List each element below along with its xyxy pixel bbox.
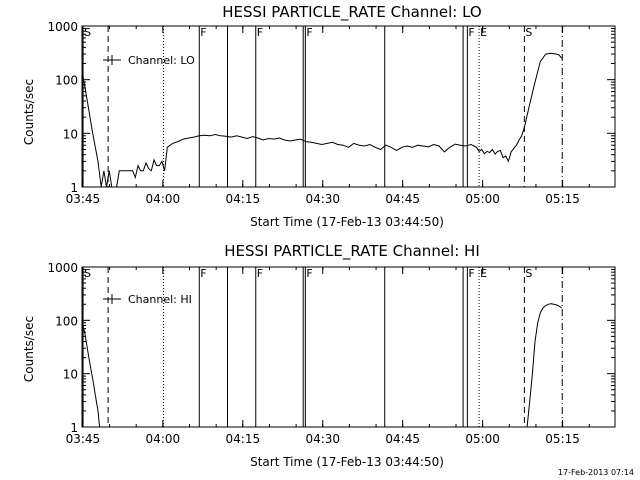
hi-data-series [81, 303, 562, 428]
lo-event-marker-label-7: F [306, 26, 312, 39]
hi-legend: Channel: HI [103, 293, 192, 306]
lo-x-tick-label-3: 04:30 [305, 192, 340, 206]
hi-event-marker-label-3: F [200, 267, 206, 280]
lo-y-tick-label-3: 1000 [47, 20, 78, 34]
lo-channel-panel: HESSI PARTICLE_RATE Channel: LO Start Ti… [22, 3, 616, 229]
lo-data-series [81, 52, 563, 188]
hi-event-marker-label-12: S [525, 267, 532, 280]
lo-series-line-0 [81, 52, 563, 188]
lo-legend-label: Channel: LO [128, 54, 195, 67]
hi-x-tick-label-3: 04:30 [305, 432, 340, 446]
lo-event-marker-label-10: F [468, 26, 474, 39]
hi-event-marker-label-7: F [306, 267, 312, 280]
hi-y-tick-label-0: 1 [70, 421, 78, 435]
lo-y-tick-label-0: 1 [70, 181, 78, 195]
hi-chart-title: HESSI PARTICLE_RATE Channel: HI [224, 242, 480, 261]
lo-x-tick-label-5: 05:00 [465, 192, 500, 206]
lo-axis-ticks: 03:45 04:00 04:15 04:30 04:45 05:00 05:15 1 10 10… [47, 20, 615, 206]
hi-x-tick-label-1: 04:00 [146, 432, 181, 446]
hi-event-marker-label-0: S [84, 267, 91, 280]
hi-x-tick-label-4: 04:45 [385, 432, 420, 446]
lo-x-tick-label-4: 04:45 [385, 192, 420, 206]
hi-series-line-0 [81, 303, 562, 428]
lo-event-marker-label-3: F [200, 26, 206, 39]
hi-event-marker-label-5: F [257, 267, 263, 280]
hi-channel-panel: HESSI PARTICLE_RATE Channel: HI Start Ti… [22, 242, 616, 469]
lo-chart-title: HESSI PARTICLE_RATE Channel: LO [222, 3, 481, 22]
hi-axis-ticks: 03:45 04:00 04:15 04:30 04:45 05:00 05:15 1 10 10… [47, 261, 615, 446]
lo-x-tick-label-0: 03:45 [66, 192, 101, 206]
hi-x-tick-label-5: 05:00 [465, 432, 500, 446]
lo-event-marker-label-5: F [257, 26, 263, 39]
hi-event-marker-label-11: E [480, 267, 487, 280]
hi-legend-label: Channel: HI [128, 293, 192, 306]
lo-x-axis-label: Start Time (17-Feb-13 03:44:50) [250, 215, 444, 229]
lo-x-tick-label-6: 05:15 [545, 192, 580, 206]
lo-event-marker-label-11: E [480, 26, 487, 39]
lo-plot-border [81, 25, 616, 188]
hi-y-tick-label-2: 100 [55, 314, 78, 328]
lo-x-tick-label-1: 04:00 [146, 192, 181, 206]
lo-y-axis-label: Counts/sec [22, 79, 36, 145]
lo-y-tick-label-2: 100 [55, 74, 78, 88]
hi-y-axis-label: Counts/sec [22, 316, 36, 382]
lo-event-marker-label-12: S [525, 26, 532, 39]
hi-event-marker-label-10: F [468, 267, 474, 280]
lo-y-tick-label-1: 10 [63, 127, 78, 141]
hi-y-tick-label-1: 10 [63, 368, 78, 382]
hi-x-tick-label-0: 03:45 [66, 432, 101, 446]
hi-x-axis-label: Start Time (17-Feb-13 03:44:50) [250, 455, 444, 469]
lo-event-marker-label-0: S [84, 26, 91, 39]
generation-timestamp: 17-Feb-2013 07:14 [557, 468, 634, 477]
hi-x-tick-label-2: 04:15 [226, 432, 261, 446]
hi-y-tick-label-3: 1000 [47, 261, 78, 275]
lo-plot-frame [81, 25, 616, 188]
hi-x-tick-label-6: 05:15 [545, 432, 580, 446]
lo-legend: Channel: LO [103, 54, 195, 67]
lo-x-tick-label-2: 04:15 [226, 192, 261, 206]
